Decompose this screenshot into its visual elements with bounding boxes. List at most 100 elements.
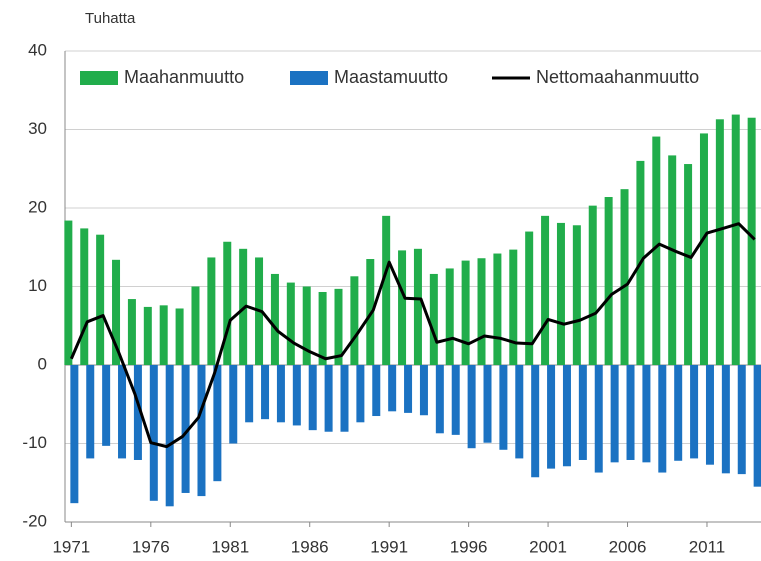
- bar: [467, 365, 476, 449]
- bar: [398, 250, 407, 365]
- bar: [737, 365, 746, 475]
- bar: [525, 231, 534, 365]
- bar: [419, 365, 428, 416]
- bar: [699, 133, 708, 365]
- legend-label: Maahanmuutto: [124, 67, 244, 87]
- bar: [350, 276, 359, 365]
- bar: [413, 248, 422, 365]
- bar: [80, 228, 89, 365]
- bar: [509, 249, 518, 365]
- bar: [556, 222, 565, 365]
- bar: [435, 365, 444, 434]
- bar: [191, 286, 200, 365]
- y-tick-label: 30: [28, 119, 47, 138]
- bar: [118, 365, 127, 459]
- bar: [461, 260, 470, 365]
- x-tick-label: 1996: [450, 537, 488, 556]
- bar: [620, 189, 629, 365]
- bar: [705, 365, 714, 465]
- bar: [493, 253, 502, 365]
- bar: [340, 365, 349, 432]
- bar: [318, 291, 327, 365]
- bar: [747, 117, 756, 365]
- bar: [477, 258, 486, 365]
- bar: [515, 365, 524, 459]
- bar: [149, 365, 158, 501]
- bar: [197, 365, 206, 497]
- bar: [715, 119, 724, 365]
- x-tick-label: 1976: [132, 537, 170, 556]
- bar: [721, 365, 730, 474]
- bar: [223, 241, 232, 365]
- y-tick-label: -20: [22, 511, 47, 530]
- bar: [429, 273, 438, 365]
- bar: [102, 365, 111, 446]
- bar: [308, 365, 317, 431]
- bar: [229, 365, 238, 444]
- bar: [541, 215, 550, 365]
- bar: [690, 365, 699, 459]
- bar: [604, 197, 613, 365]
- bar: [127, 299, 136, 365]
- bar: [213, 365, 222, 482]
- bar: [610, 365, 619, 463]
- y-tick-label: -10: [22, 433, 47, 452]
- y-tick-label: 0: [38, 354, 47, 373]
- bar: [96, 234, 105, 365]
- x-tick-label: 2011: [689, 537, 726, 556]
- bar: [753, 365, 761, 487]
- bar: [334, 288, 343, 365]
- y-tick-label: 40: [28, 40, 47, 59]
- bar: [286, 282, 295, 365]
- bar: [531, 365, 540, 478]
- bar: [175, 308, 184, 365]
- bar: [292, 365, 301, 426]
- bar: [572, 225, 581, 365]
- bar: [276, 365, 285, 423]
- bar: [594, 365, 603, 473]
- legend-label: Nettomaahanmuutto: [536, 67, 699, 87]
- legend-swatch: [80, 71, 118, 85]
- bar: [588, 205, 597, 365]
- bar: [404, 365, 413, 413]
- bar: [483, 365, 492, 443]
- bar: [684, 164, 693, 365]
- bar: [372, 365, 381, 417]
- bar: [451, 365, 460, 435]
- x-tick-label: 1971: [52, 537, 90, 556]
- legend-swatch: [290, 71, 328, 85]
- bar: [64, 220, 73, 365]
- bar: [270, 273, 279, 365]
- bar: [668, 155, 677, 365]
- bar: [324, 365, 333, 432]
- bar: [112, 259, 121, 365]
- bar: [261, 365, 270, 420]
- bar: [382, 215, 391, 365]
- y-tick-label: 10: [28, 276, 47, 295]
- bar: [731, 114, 740, 366]
- bar: [652, 136, 661, 365]
- bar: [70, 365, 79, 504]
- bar: [165, 365, 174, 507]
- bar: [302, 286, 311, 365]
- bar: [207, 257, 216, 365]
- bar: [181, 365, 190, 493]
- bar: [388, 365, 397, 412]
- x-tick-label: 1981: [211, 537, 249, 556]
- x-tick-label: 1986: [291, 537, 329, 556]
- bar: [445, 268, 454, 365]
- bar: [658, 365, 667, 473]
- x-tick-label: 1991: [370, 537, 408, 556]
- bar: [626, 365, 635, 460]
- y-tick-label: 20: [28, 197, 47, 216]
- bar: [578, 365, 587, 460]
- bar: [499, 365, 508, 450]
- x-tick-label: 2006: [609, 537, 647, 556]
- bar: [133, 365, 142, 460]
- bar: [143, 306, 152, 365]
- bar: [562, 365, 571, 467]
- bar: [159, 305, 168, 365]
- bar: [642, 365, 651, 463]
- bar: [674, 365, 683, 461]
